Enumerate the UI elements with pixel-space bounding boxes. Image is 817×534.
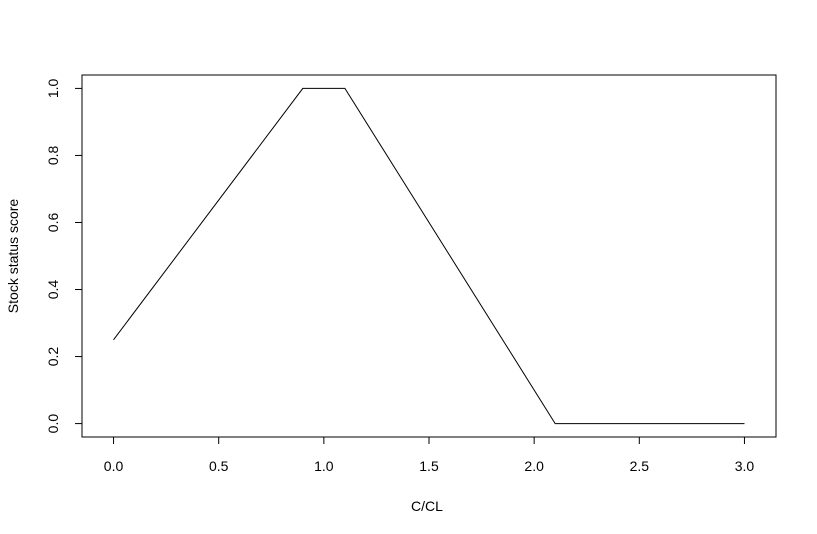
x-tick-label: 1.5 <box>419 458 439 474</box>
y-axis-title: Stock status score <box>5 199 21 314</box>
x-tick-label: 3.0 <box>735 458 755 474</box>
series-line <box>113 87 745 425</box>
x-tick-label: 2.5 <box>630 458 650 474</box>
y-tick-label: 0.8 <box>45 146 61 166</box>
y-tick-label: 0.4 <box>45 280 61 300</box>
x-tick-label: 0.5 <box>209 458 229 474</box>
series-group <box>113 87 745 425</box>
x-axis: 0.0 0.5 1.0 1.5 2.0 2.5 3.0 <box>104 436 755 474</box>
y-axis: 0.0 0.2 0.4 0.6 0.8 1.0 <box>45 78 83 434</box>
x-tick-label: 0.0 <box>104 458 124 474</box>
y-tick-label: 0.2 <box>45 347 61 367</box>
x-tick-label: 2.0 <box>524 458 544 474</box>
y-tick-label: 0.6 <box>45 213 61 233</box>
x-tick-label: 1.0 <box>314 458 334 474</box>
y-tick-label: 0.0 <box>45 414 61 434</box>
y-tick-label: 1.0 <box>45 78 61 98</box>
x-axis-title: C/CL <box>411 498 443 514</box>
plot-frame <box>81 74 777 438</box>
